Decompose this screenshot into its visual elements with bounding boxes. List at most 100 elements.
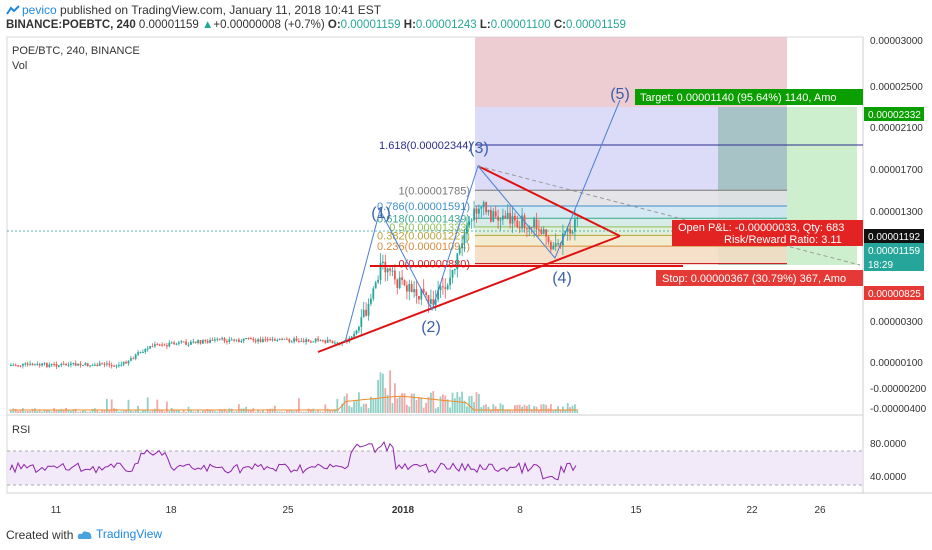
volume-bar (149, 411, 151, 413)
candle-body (317, 338, 319, 341)
candle-body (456, 253, 459, 270)
volume-bar (14, 408, 17, 413)
volume-bar (48, 410, 51, 413)
candle-body (175, 343, 178, 345)
volume-bar (401, 393, 403, 413)
candle-body (266, 339, 269, 341)
volume-bar (161, 409, 163, 413)
fib-band (475, 246, 787, 264)
volume-bar (300, 411, 303, 413)
price-tick: 0.00001700 (870, 165, 923, 176)
candle-body (120, 364, 123, 366)
candle-body (432, 299, 435, 305)
candle-body (446, 285, 449, 289)
volume-bar (298, 398, 300, 413)
candle-body (490, 209, 492, 222)
volume-bar (163, 411, 166, 413)
price-tick: 0.00001300 (870, 207, 923, 218)
volume-bar (348, 405, 351, 413)
volume-bar (538, 409, 540, 413)
candle-body (382, 261, 384, 264)
candle-body (154, 344, 156, 347)
volume-bar (439, 396, 442, 413)
candle-body (367, 303, 370, 316)
dashed-projection-line (477, 165, 861, 266)
candle-body (50, 364, 53, 366)
volume-bar (65, 408, 67, 413)
candle-body (146, 348, 149, 350)
candle-body (106, 363, 108, 365)
candle-body (163, 344, 166, 346)
volume-bar (391, 403, 394, 413)
volume-bar (523, 404, 526, 413)
elliott-wave-label: (2) (421, 319, 441, 336)
candle-body (202, 340, 204, 344)
candle-body (22, 363, 24, 366)
price-change: +0.00000008 (+0.7%) (213, 19, 325, 31)
volume-bar (290, 410, 293, 413)
position-labels: Target: 0.00001140 (95.64%) 1140, Amo Ope… (635, 89, 863, 286)
fib-level-label: 0.236(0.00001094) (377, 241, 470, 253)
volume-bar (269, 408, 271, 413)
candle-body (43, 363, 46, 365)
volume-bar (283, 411, 286, 413)
chart-area[interactable]: 1.618(0.00002344) 1(0.00001785) 0.786(0.00… (0, 34, 932, 522)
candle-body (271, 339, 274, 341)
candle-body (434, 299, 437, 305)
volume-bar (341, 403, 343, 413)
volume-bar (408, 406, 411, 413)
volume-bar (434, 408, 437, 413)
volume-bar (144, 410, 147, 413)
volume-bar (554, 409, 557, 413)
volume-bar (158, 409, 161, 413)
volume-bar (466, 406, 468, 413)
candle-body (149, 346, 151, 349)
candle-body (82, 364, 84, 366)
candle-body (53, 364, 55, 366)
fib-level-label: 0.618(0.00001439) (377, 213, 470, 225)
volume-bar (278, 411, 281, 413)
candles (10, 200, 579, 369)
volume-bar (432, 391, 435, 413)
volume-bar (262, 410, 264, 413)
candle-body (545, 229, 547, 237)
candle-body (110, 364, 113, 366)
candle-body (550, 242, 552, 250)
volume-bar (26, 410, 29, 413)
candle-body (415, 289, 418, 296)
price-tick: 0.00003000 (870, 36, 923, 47)
price-tick: -0.00000200 (870, 384, 927, 395)
tradingview-link[interactable]: TradingView (96, 527, 163, 541)
candle-body (286, 338, 288, 340)
candle-body (182, 341, 185, 343)
volume-bar (146, 397, 149, 413)
volume-bar (367, 408, 370, 413)
price-tick: 0.00000100 (870, 358, 923, 369)
volume-bar (168, 411, 171, 413)
volume-bar (247, 409, 250, 413)
candle-body (511, 215, 514, 224)
rsi-pane (7, 441, 863, 486)
volume-bar (446, 399, 449, 413)
author-name[interactable]: pevico (22, 3, 57, 17)
volume-bar (382, 373, 384, 413)
volume-bar (540, 404, 543, 413)
target-label: Target: 0.00001140 (95.64%) 1140, Amo (640, 92, 837, 104)
candle-body (554, 243, 557, 246)
pnl-label: Open P&L: -0.00000033, Qty: 683 (678, 222, 844, 234)
descending-trendline (477, 165, 621, 237)
candle-body (166, 345, 168, 347)
ascending-trendline (317, 235, 621, 353)
stop-label: Stop: 0.00000367 (30.79%) 367, Amo (662, 273, 846, 285)
candle-body (377, 279, 379, 283)
volume-bar (502, 404, 504, 413)
price-badge (864, 286, 924, 300)
candle-body (307, 339, 310, 342)
open-label: O: (327, 19, 341, 31)
volume-bar (456, 392, 459, 413)
volume-bar (17, 411, 19, 413)
volume-bar (394, 383, 396, 413)
volume-bar (50, 411, 53, 413)
volume-bar (86, 411, 89, 413)
candle-body (89, 365, 91, 367)
